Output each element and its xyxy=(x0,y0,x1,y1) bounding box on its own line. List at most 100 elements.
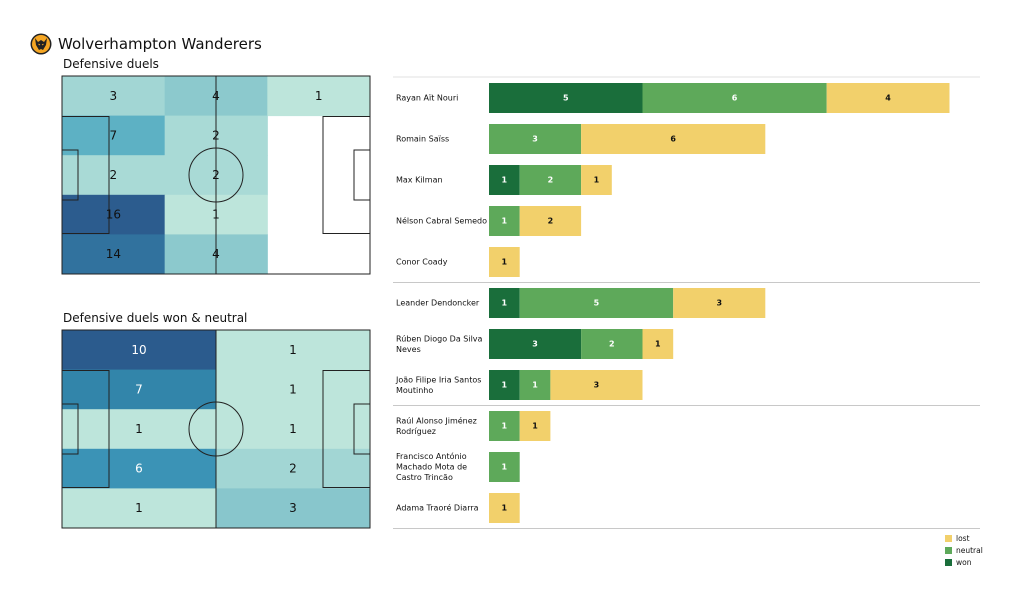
heatmap-cell xyxy=(216,488,371,529)
bar-value-label: 2 xyxy=(548,176,554,185)
header: Wolverhampton Wanderers xyxy=(30,31,262,57)
legend-label: lost xyxy=(956,534,970,543)
bar-value-label: 1 xyxy=(502,299,508,308)
heatmap-group xyxy=(61,75,371,275)
goal-area-right xyxy=(353,149,371,201)
penalty-area-right xyxy=(322,116,371,234)
heatmap-cell-label: 10 xyxy=(131,343,146,357)
bar-value-label: 3 xyxy=(716,299,722,308)
heatmap-cell-label: 3 xyxy=(110,89,118,103)
legend-label: won xyxy=(956,558,972,567)
heatmap-cell xyxy=(62,155,166,196)
bar-segment-lost xyxy=(489,247,520,277)
heatmap-cell-label: 3 xyxy=(289,501,297,515)
heatmap-cell-label: 2 xyxy=(289,462,297,476)
heatmap-cell-label: 1 xyxy=(135,501,143,515)
bar-value-label: 1 xyxy=(532,422,538,431)
center-circle xyxy=(188,401,244,457)
heatmap-cell-label: 14 xyxy=(106,247,121,261)
heatmap-group xyxy=(61,329,371,529)
heatmap-cell xyxy=(216,448,371,489)
bar-segment-won xyxy=(489,370,520,400)
bar-value-label: 6 xyxy=(732,94,738,103)
bar-segment-neutral xyxy=(489,452,520,482)
bar-segment-lost xyxy=(581,124,766,154)
player-label: Rodríguez xyxy=(396,427,436,436)
wolf-head-crest-icon xyxy=(30,33,52,55)
bar-segment-neutral xyxy=(581,329,643,359)
player-label: Machado Mota de xyxy=(396,463,467,472)
heatmap-cell-label: 7 xyxy=(135,382,143,396)
bar-value-label: 5 xyxy=(594,299,600,308)
heatmap-cell xyxy=(62,115,166,156)
bar-value-label: 1 xyxy=(502,217,508,226)
bar-segment-neutral xyxy=(489,411,520,441)
heatmap-cell-label: 4 xyxy=(212,89,220,103)
heatmap-cell-label: 1 xyxy=(212,208,220,222)
center-circle xyxy=(188,147,244,203)
bar-segment-lost xyxy=(519,411,551,441)
heatmap-cell-label: 16 xyxy=(106,208,121,222)
player-label: Leander Dendoncker xyxy=(396,299,480,308)
heatmap-cell-label: 1 xyxy=(315,89,323,103)
bar-segment-won xyxy=(489,288,520,318)
bar-value-label: 1 xyxy=(502,258,508,267)
bar-value-label: 3 xyxy=(594,381,600,390)
bar-value-label: 1 xyxy=(502,463,508,472)
bar-value-label: 3 xyxy=(532,340,538,349)
player-label: Conor Coady xyxy=(396,258,448,267)
bar-segment-lost xyxy=(826,83,950,113)
heatmap-cell-label: 1 xyxy=(289,343,297,357)
bar-value-label: 5 xyxy=(563,94,569,103)
heatmap-cell-label: 2 xyxy=(212,168,220,182)
heatmap-cell-label: 1 xyxy=(289,422,297,436)
bar-segment-neutral xyxy=(489,124,582,154)
bar-value-label: 1 xyxy=(655,340,661,349)
goal-area-left xyxy=(61,149,79,201)
heatmap-cell xyxy=(62,448,217,489)
legend-swatch-won xyxy=(945,559,952,566)
bar-segment-lost xyxy=(519,206,582,236)
heatmap-cell xyxy=(216,409,371,450)
player-label: Raúl Alonso Jiménez xyxy=(396,415,477,425)
goal-area-left xyxy=(61,403,79,455)
bar-value-label: 3 xyxy=(532,135,538,144)
legend-label: neutral xyxy=(956,546,983,555)
heatmap-cell-label: 6 xyxy=(135,462,143,476)
bar-segment-won xyxy=(489,83,643,113)
player-label: João Filipe Iria Santos xyxy=(395,375,481,384)
legend-swatch-lost xyxy=(945,535,952,542)
player-label: Romain Saïss xyxy=(396,135,449,144)
heatmap-cell-label: 2 xyxy=(110,168,118,182)
player-label: Moutinho xyxy=(396,386,433,395)
bar-segment-lost xyxy=(673,288,766,318)
bar-value-label: 1 xyxy=(502,504,508,513)
player-label: Rayan Aït Nouri xyxy=(396,94,458,103)
bar-value-label: 4 xyxy=(885,94,891,103)
bar-value-label: 1 xyxy=(532,381,538,390)
player-label: Francisco António xyxy=(396,451,467,461)
heatmap-cell xyxy=(62,488,217,529)
heatmap-cell xyxy=(62,330,217,371)
heatmap-title: Defensive duels won & neutral xyxy=(63,311,248,325)
bar-segment-lost xyxy=(642,329,674,359)
heatmap-cell xyxy=(62,194,166,235)
bar-segment-neutral xyxy=(642,83,827,113)
heatmap-cell-label: 2 xyxy=(212,128,220,142)
heatmap-cell xyxy=(62,76,166,117)
bar-segment-lost xyxy=(489,493,520,523)
bar-segment-lost xyxy=(581,165,612,195)
bar-value-label: 1 xyxy=(502,176,508,185)
bar-segment-neutral xyxy=(519,370,551,400)
player-label: Rúben Diogo Da Silva xyxy=(396,334,483,343)
bar-segment-won xyxy=(489,165,520,195)
heatmap-cell xyxy=(267,76,371,117)
player-label: Nélson Cabral Semedo xyxy=(396,216,487,226)
heatmap-cell-label: 1 xyxy=(135,422,143,436)
bar-segment-neutral xyxy=(519,165,582,195)
heatmap-cell-label: 7 xyxy=(110,128,118,142)
bar-value-label: 6 xyxy=(670,135,676,144)
legend-swatch-neutral xyxy=(945,547,952,554)
player-label: Neves xyxy=(396,345,421,354)
